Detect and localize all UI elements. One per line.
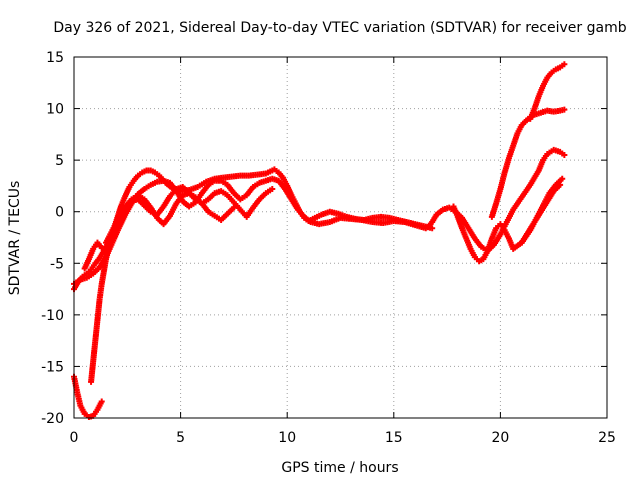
data-point-marker <box>230 204 237 211</box>
data-point-marker <box>561 151 568 158</box>
series-late-d <box>527 61 568 122</box>
y-tick-label: -20 <box>41 411 64 427</box>
y-tick-label: 0 <box>55 205 64 221</box>
x-axis-label: GPS time / hours <box>281 460 398 476</box>
x-tick-label: 15 <box>385 430 403 446</box>
y-tick-label: 10 <box>46 102 64 118</box>
y-tick-label: 15 <box>46 50 64 66</box>
data-point-marker <box>559 175 566 182</box>
data-point-marker <box>269 186 276 193</box>
x-tick-label: 25 <box>598 430 616 446</box>
x-tick-label: 0 <box>70 430 79 446</box>
y-tick-label: -5 <box>50 256 64 272</box>
y-tick-label: -10 <box>41 308 64 324</box>
data-point-marker <box>557 181 564 188</box>
x-tick-label: 5 <box>176 430 185 446</box>
data-point-marker <box>561 106 568 113</box>
data-points <box>71 61 568 420</box>
data-point-marker <box>561 61 568 68</box>
series-trace-d <box>102 190 237 246</box>
series-late-c <box>488 106 568 220</box>
chart-title: Day 326 of 2021, Sidereal Day-to-day VTE… <box>53 20 626 36</box>
data-point-marker <box>98 398 105 405</box>
plot-frame <box>73 56 608 419</box>
x-tick-label: 10 <box>278 430 296 446</box>
x-tick-label: 20 <box>491 430 509 446</box>
y-tick-label: -15 <box>41 359 64 375</box>
grid-lines <box>74 57 607 418</box>
y-tick-label: 5 <box>55 153 64 169</box>
series-late-e <box>518 181 564 246</box>
y-axis-label: SDTVAR / TECUs <box>7 181 23 296</box>
axis-ticks: 0 5 10 15 20 25 -20 -15 -10 -5 0 5 10 15 <box>41 50 616 446</box>
